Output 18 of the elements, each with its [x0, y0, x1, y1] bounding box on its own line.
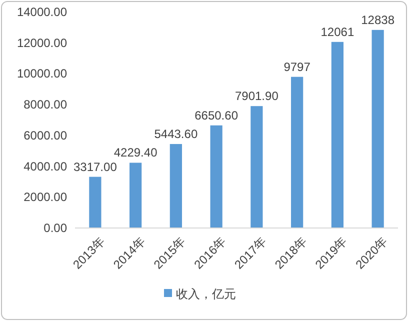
ytick: 10000.00 — [16, 66, 67, 81]
label: 4229.40 — [114, 146, 158, 160]
legend: 收入，亿元 — [164, 287, 236, 301]
ytick: 4000.00 — [24, 159, 67, 174]
ytick: 6000.00 — [24, 128, 67, 142]
label: 12838 — [361, 12, 394, 27]
legend-label: 收入，亿元 — [176, 287, 236, 301]
label: 9797 — [284, 60, 310, 74]
label: 6650.60 — [194, 108, 238, 122]
label: 3317.00 — [74, 160, 117, 174]
ytick: 8000.00 — [24, 98, 67, 112]
ytick: 12000.00 — [16, 36, 67, 50]
ytick: 0.00 — [44, 221, 67, 235]
label: 7901.90 — [235, 89, 278, 104]
label: 5443.60 — [154, 127, 198, 142]
ytick: 2000.00 — [24, 190, 67, 204]
label: 12061 — [320, 24, 354, 39]
ytick: 14000.00 — [16, 5, 67, 19]
